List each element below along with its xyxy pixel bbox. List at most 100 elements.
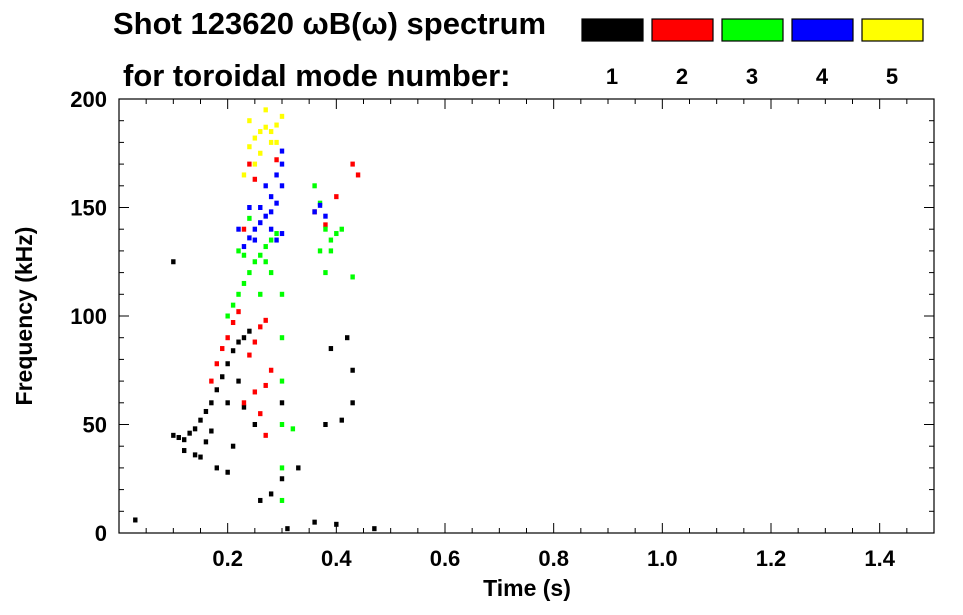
data-point-mode-2 <box>263 382 268 388</box>
data-point-mode-2 <box>252 389 258 395</box>
data-point-mode-4 <box>274 172 279 178</box>
data-point-mode-4 <box>268 226 274 232</box>
x-tick-label: 1.4 <box>864 546 895 571</box>
data-point-mode-3 <box>317 248 323 254</box>
data-point-mode-3 <box>247 270 252 276</box>
data-point-mode-1 <box>203 408 209 414</box>
data-point-mode-4 <box>279 231 285 237</box>
data-point-mode-4 <box>268 209 274 215</box>
data-point-mode-5 <box>247 118 252 124</box>
data-point-mode-1 <box>334 521 339 527</box>
data-point-mode-2 <box>355 172 361 178</box>
data-point-mode-1 <box>225 361 230 367</box>
data-point-mode-3 <box>225 313 230 319</box>
data-point-mode-1 <box>225 469 230 475</box>
data-point-mode-1 <box>252 422 258 427</box>
x-tick-label: 0.8 <box>538 546 569 571</box>
data-point-mode-1 <box>312 519 317 525</box>
data-point-mode-4 <box>274 200 279 206</box>
legend: 1 2 3 4 5 <box>581 18 924 89</box>
data-point-mode-3 <box>247 215 252 221</box>
data-point-mode-1 <box>328 346 334 352</box>
data-point-mode-3 <box>263 244 268 250</box>
data-point-mode-2 <box>258 411 263 417</box>
data-point-mode-5 <box>274 139 279 145</box>
data-point-mode-1 <box>182 437 187 443</box>
legend-swatch-mode-5 <box>861 18 924 42</box>
data-point-mode-1 <box>187 430 192 436</box>
data-point-mode-1 <box>225 400 230 406</box>
x-tick-label: 0.4 <box>321 546 352 571</box>
data-point-mode-3 <box>279 291 285 297</box>
data-point-mode-5 <box>279 113 285 119</box>
data-point-mode-1 <box>285 526 290 532</box>
data-point-mode-1 <box>372 526 377 532</box>
x-tick-label: 1.2 <box>756 546 787 571</box>
data-point-mode-1 <box>350 367 355 373</box>
y-tick-label: 150 <box>70 196 107 221</box>
data-point-mode-3 <box>290 426 296 432</box>
data-point-mode-1 <box>171 259 176 265</box>
data-point-mode-4 <box>252 226 258 232</box>
data-point-mode-1 <box>236 339 241 345</box>
y-axis: 0 50 100 150 200 <box>70 87 934 546</box>
data-point-mode-3 <box>279 497 285 503</box>
data-point-mode-2 <box>350 161 355 167</box>
data-point-mode-4 <box>268 194 274 200</box>
data-point-mode-4 <box>279 161 285 167</box>
data-point-mode-2 <box>263 317 268 323</box>
data-point-mode-3 <box>236 291 241 297</box>
data-point-mode-1 <box>133 517 138 523</box>
data-point-mode-1 <box>323 422 328 427</box>
data-point-mode-2 <box>252 339 258 345</box>
legend-swatch-mode-1 <box>581 18 644 42</box>
legend-label-mode-2: 2 <box>676 64 688 89</box>
data-point-mode-1 <box>279 476 285 482</box>
legend-label-mode-5: 5 <box>886 64 898 89</box>
data-point-mode-1 <box>198 454 203 460</box>
data-point-mode-1 <box>176 435 181 441</box>
data-point-mode-4 <box>312 209 317 215</box>
data-point-mode-2 <box>220 346 225 352</box>
data-point-mode-1 <box>258 497 263 503</box>
data-point-mode-5 <box>263 107 268 113</box>
data-point-mode-4 <box>263 183 268 189</box>
data-point-mode-3 <box>230 302 236 308</box>
data-point-mode-4 <box>263 213 268 219</box>
data-point-mode-2 <box>334 194 339 200</box>
data-point-mode-4 <box>247 205 252 210</box>
data-point-mode-1 <box>241 335 247 341</box>
data-point-mode-5 <box>252 135 258 141</box>
y-tick-label: 100 <box>70 304 107 329</box>
data-point-mode-4 <box>252 237 258 243</box>
data-point-mode-5 <box>268 139 274 145</box>
data-point-mode-3 <box>350 274 355 280</box>
legend-swatch-mode-2 <box>651 18 714 42</box>
data-point-mode-3 <box>252 259 258 265</box>
data-point-mode-3 <box>258 252 263 258</box>
data-point-mode-1 <box>268 491 274 497</box>
data-point-mode-4 <box>279 148 285 154</box>
data-point-mode-3 <box>268 237 274 243</box>
data-point-mode-5 <box>263 124 268 130</box>
data-point-mode-3 <box>279 335 285 341</box>
data-point-mode-5 <box>258 129 263 135</box>
data-point-mode-1 <box>236 378 241 384</box>
data-point-mode-1 <box>230 348 236 354</box>
legend-label-mode-3: 3 <box>746 64 758 89</box>
data-point-mode-1 <box>214 465 219 471</box>
data-point-mode-2 <box>241 226 247 232</box>
data-point-mode-5 <box>247 144 252 150</box>
data-point-mode-2 <box>323 222 328 228</box>
data-point-mode-4 <box>258 205 263 210</box>
data-point-mode-4 <box>279 183 285 189</box>
data-point-mode-1 <box>198 417 203 423</box>
data-point-mode-4 <box>236 226 241 232</box>
data-point-mode-1 <box>279 400 285 406</box>
data-point-mode-1 <box>182 448 187 454</box>
plot-area <box>133 107 377 532</box>
data-point-mode-2 <box>236 309 241 315</box>
data-point-mode-3 <box>268 270 274 276</box>
data-point-mode-3 <box>279 465 285 471</box>
